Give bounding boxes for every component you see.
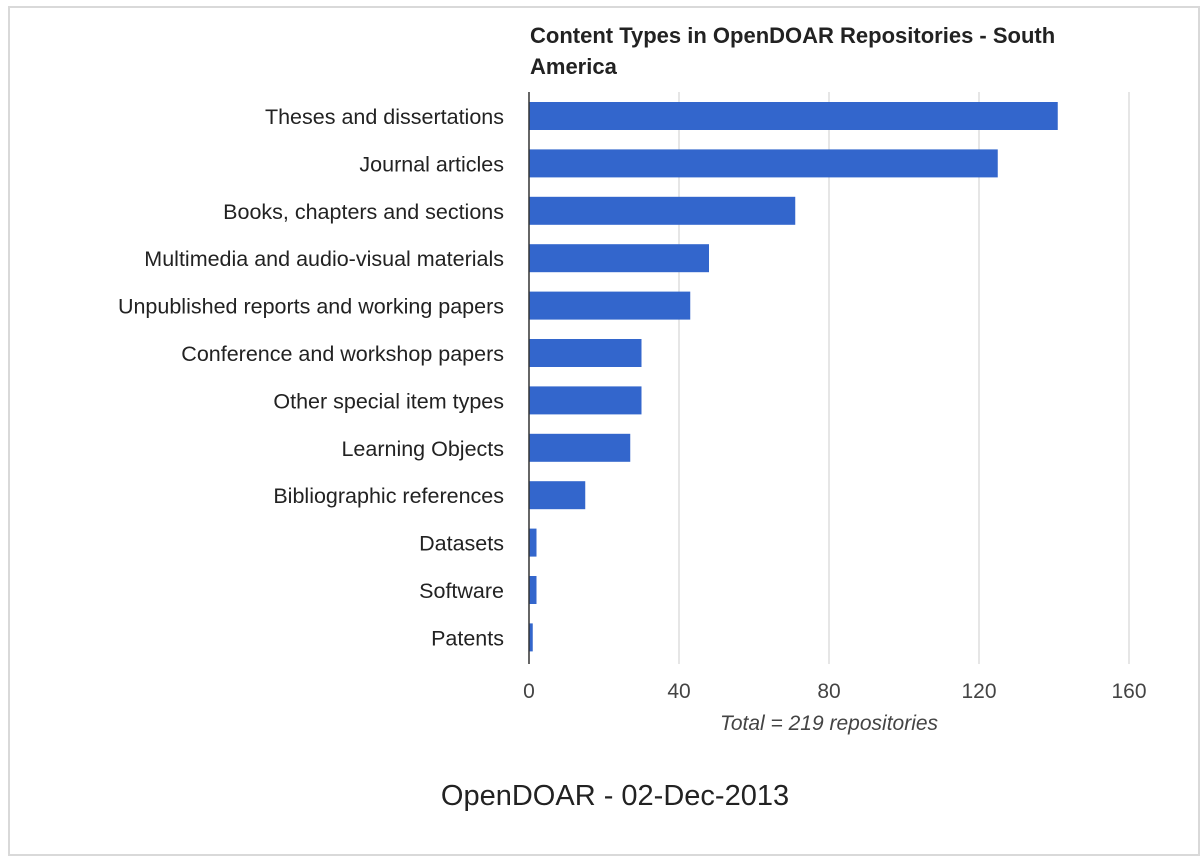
category-label: Journal articles xyxy=(359,152,504,176)
x-tick-label: 80 xyxy=(817,680,840,703)
bar xyxy=(529,102,1058,130)
category-label: Conference and workshop papers xyxy=(181,342,504,366)
bar xyxy=(529,339,642,367)
category-label: Patents xyxy=(431,626,504,650)
category-label: Datasets xyxy=(419,532,504,556)
x-tick-label: 0 xyxy=(523,680,535,703)
footer-caption: OpenDOAR - 02-Dec-2013 xyxy=(440,780,790,812)
category-label: Learning Objects xyxy=(341,437,504,461)
x-axis-label: Total = 219 repositories xyxy=(720,712,939,735)
category-label: Other special item types xyxy=(273,389,504,413)
bar xyxy=(529,244,709,273)
x-tick-label: 40 xyxy=(667,680,690,703)
category-label: Theses and dissertations xyxy=(265,105,504,129)
bar xyxy=(529,433,631,462)
bar xyxy=(529,196,796,225)
category-label: Multimedia and audio-visual materials xyxy=(144,247,504,271)
bar xyxy=(529,528,537,557)
category-label: Unpublished reports and working papers xyxy=(118,295,504,319)
bar xyxy=(529,623,533,652)
category-label: Software xyxy=(419,579,504,603)
bar xyxy=(529,481,586,510)
chart-frame xyxy=(8,6,1200,856)
x-tick-label: 160 xyxy=(1111,680,1146,703)
bar xyxy=(529,386,642,415)
bar xyxy=(529,291,691,320)
chart-title: Content Types in OpenDOAR Repositories -… xyxy=(530,23,1056,79)
category-label: Bibliographic references xyxy=(273,484,504,508)
x-tick-label: 120 xyxy=(961,680,996,703)
bar xyxy=(529,576,537,604)
bar xyxy=(529,149,998,178)
category-label: Books, chapters and sections xyxy=(223,200,504,224)
